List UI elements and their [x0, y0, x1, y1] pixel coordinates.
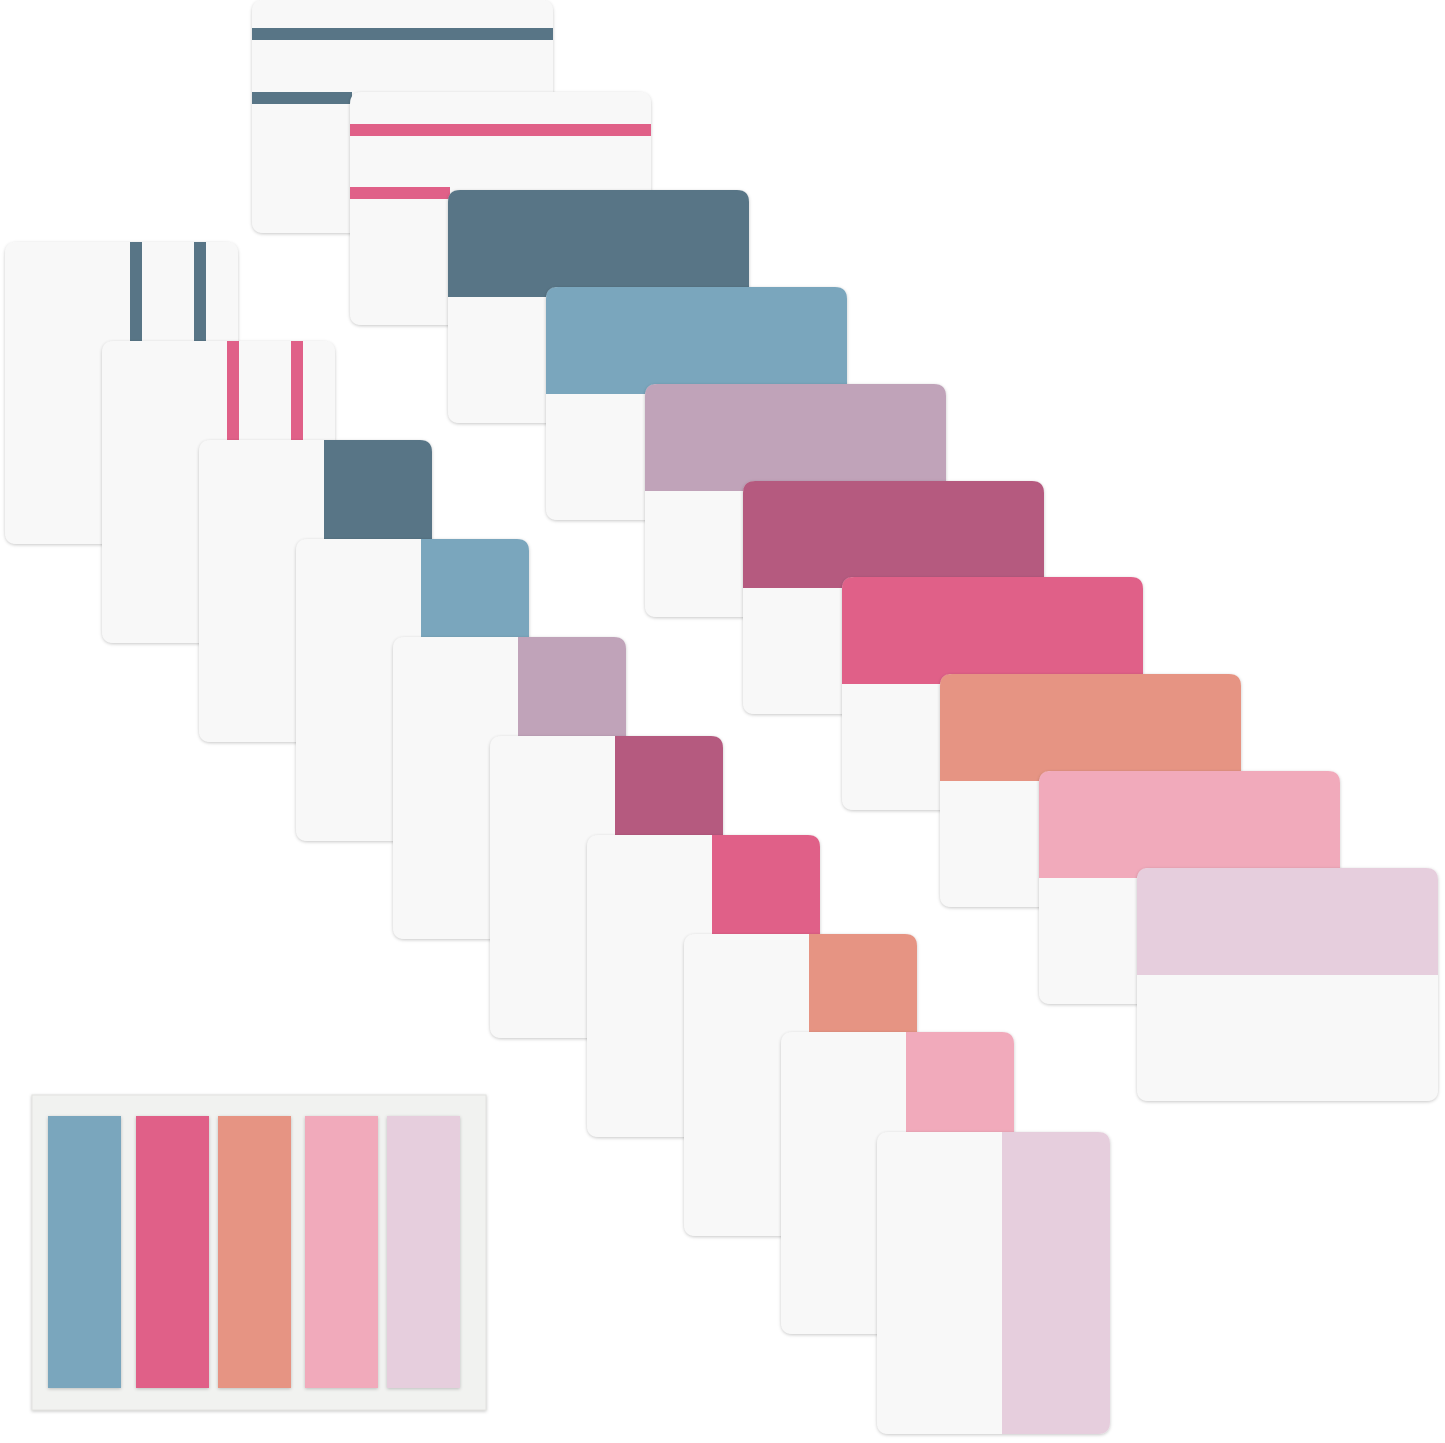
tab-line — [350, 124, 651, 136]
horizontal-tab — [1137, 868, 1438, 1101]
tab-line — [291, 341, 303, 440]
flag-strip — [136, 1116, 209, 1388]
tab-color — [940, 674, 1241, 781]
tab-line — [130, 242, 142, 341]
tab-color — [743, 481, 1044, 588]
tab-color — [546, 287, 847, 394]
vertical-tab — [877, 1132, 1110, 1434]
flag-strip — [48, 1116, 121, 1388]
flag-strip — [218, 1116, 291, 1388]
tab-line — [194, 242, 206, 341]
tab-color — [1039, 771, 1340, 878]
tab-color — [842, 577, 1143, 684]
tab-color — [1002, 1132, 1110, 1434]
tab-color — [448, 190, 749, 297]
tab-line — [252, 28, 553, 40]
tab-line — [252, 92, 352, 104]
tab-line — [350, 187, 450, 199]
tab-line — [227, 341, 239, 440]
tab-color — [645, 384, 946, 491]
flag-strip — [305, 1116, 378, 1388]
flag-strip — [387, 1116, 460, 1388]
tab-color — [1137, 868, 1438, 975]
